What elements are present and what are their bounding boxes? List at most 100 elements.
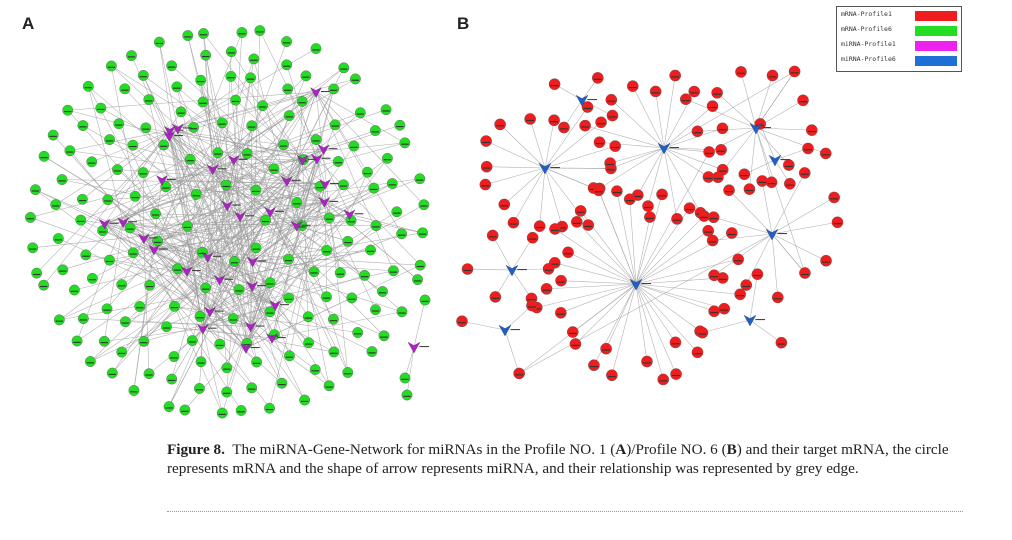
mrna-node-label-mark <box>564 253 572 255</box>
mrna-node <box>365 244 376 256</box>
network-edge <box>749 319 782 343</box>
network-edge <box>154 220 352 250</box>
mrna-node-label-mark <box>283 65 291 67</box>
mirna-node-label-mark <box>550 167 560 169</box>
mrna-node <box>679 93 692 106</box>
mrna-node <box>27 242 39 254</box>
mrna-node <box>233 284 245 295</box>
mirna-node-label-mark <box>232 204 241 206</box>
mrna-node-label-mark <box>243 154 251 156</box>
mirna-node <box>148 244 160 256</box>
mrna-node <box>338 62 350 74</box>
mrna-node <box>708 305 720 318</box>
network-edge <box>771 172 805 235</box>
network-edge <box>177 77 251 129</box>
mrna-node-label-mark <box>285 356 294 358</box>
network-edge <box>663 147 678 219</box>
network-edge <box>177 48 317 129</box>
mrna-node-label-mark <box>29 248 37 250</box>
mirna-node <box>197 323 209 335</box>
mrna-node-label-mark <box>330 352 338 354</box>
mrna-node <box>102 194 114 206</box>
mirna-node <box>163 131 176 142</box>
mrna-node-label-mark <box>388 184 396 186</box>
mrna-node <box>179 404 191 416</box>
figure-label: Figure 8. <box>167 441 225 458</box>
network-edge <box>544 145 616 169</box>
mrna-node <box>166 373 178 385</box>
network-edge <box>544 122 602 169</box>
network-edge <box>560 283 637 314</box>
mrna-node-label-mark <box>645 217 654 219</box>
mrna-node <box>143 368 155 380</box>
mrna-node-label-mark <box>79 126 87 128</box>
network-edge <box>69 150 287 182</box>
network-edge <box>88 86 241 217</box>
mrna-node <box>354 107 366 119</box>
mirna-node <box>137 233 150 245</box>
mrna-node-label-mark <box>389 271 398 273</box>
mrna-node <box>227 313 239 325</box>
mrna-node <box>396 306 408 318</box>
mrna-node-label-mark <box>710 312 719 314</box>
mrna-node <box>348 140 360 152</box>
network-edge <box>169 130 317 159</box>
mrna-node-label-mark <box>192 195 200 197</box>
mrna-node-label-mark <box>658 195 666 197</box>
mrna-node <box>788 65 801 78</box>
mirna-node <box>319 179 332 190</box>
network-edge <box>632 86 665 149</box>
mrna-node-label-mark <box>413 280 422 282</box>
legend-label: miRNA-Profile1 <box>841 40 896 48</box>
mrna-node <box>718 302 731 315</box>
mrna-node-label-mark <box>279 145 288 147</box>
network-edge <box>109 139 325 203</box>
mrna-node <box>394 119 406 131</box>
mrna-node <box>399 137 411 149</box>
mrna-node-label-mark <box>804 149 812 151</box>
network-edge <box>635 230 709 285</box>
mrna-node-label-mark <box>248 388 256 390</box>
mrna-node-label-mark <box>830 198 839 200</box>
mrna-node <box>153 36 165 48</box>
mrna-node <box>137 69 149 81</box>
mrna-node <box>119 83 131 95</box>
network-edge <box>513 167 546 223</box>
mrna-node-label-mark <box>216 344 224 346</box>
mrna-node <box>299 394 311 406</box>
mrna-node-label-mark <box>325 386 333 388</box>
network-edge <box>713 216 773 235</box>
mrna-node <box>740 279 753 291</box>
mrna-node <box>235 405 247 416</box>
network-edge <box>485 167 546 185</box>
mrna-node <box>370 220 382 231</box>
mrna-node-label-mark <box>139 76 148 78</box>
network-edge <box>461 320 506 331</box>
mrna-node <box>188 122 199 133</box>
mrna-node-label-mark <box>821 154 830 156</box>
mrna-node <box>819 147 832 160</box>
network-edge <box>90 285 253 362</box>
mirna-node <box>213 274 226 286</box>
mrna-node-label-mark <box>363 173 372 175</box>
mrna-node-label-mark <box>659 380 668 382</box>
mrna-node <box>574 205 587 217</box>
network-edge <box>123 221 276 306</box>
network-edge <box>663 147 701 213</box>
mrna-node-label-mark <box>304 317 312 319</box>
network-edge <box>239 139 317 217</box>
mrna-node-label-mark <box>223 392 231 394</box>
network-edge <box>67 91 317 111</box>
mrna-node-label-mark <box>222 185 230 188</box>
mrna-node-label-mark <box>173 269 182 271</box>
network-edge <box>201 252 247 349</box>
mrna-node <box>194 311 206 322</box>
network-edge <box>499 124 546 169</box>
network-edge <box>62 216 241 271</box>
mrna-node-label-mark <box>113 170 122 172</box>
mrna-node-label-mark <box>628 87 637 89</box>
network-edge <box>226 205 283 384</box>
mrna-node <box>245 72 256 84</box>
network-edge <box>43 130 170 286</box>
mrna-node <box>86 156 98 168</box>
